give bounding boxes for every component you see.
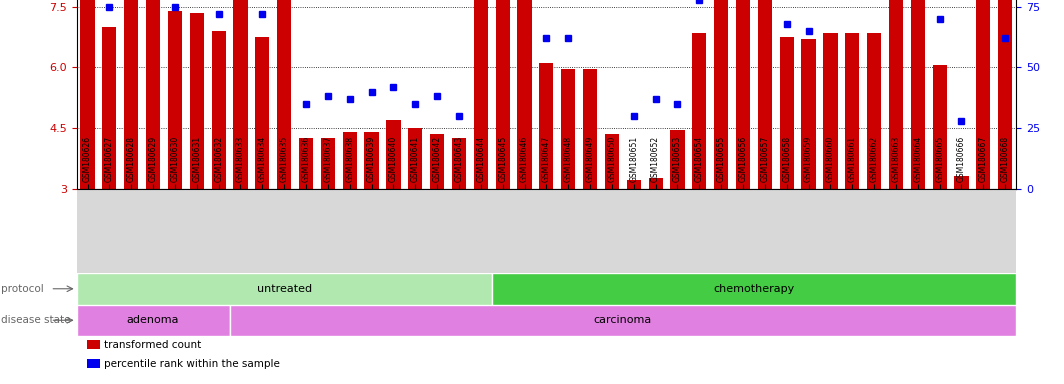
Bar xyxy=(911,0,925,189)
Bar xyxy=(299,138,313,189)
Bar xyxy=(189,13,204,189)
Bar xyxy=(255,37,269,189)
Bar xyxy=(888,0,903,189)
Bar xyxy=(230,305,1016,336)
Bar xyxy=(649,179,663,189)
Bar xyxy=(539,63,553,189)
Bar xyxy=(867,33,881,189)
Bar xyxy=(343,132,356,189)
Bar xyxy=(736,0,750,189)
Bar xyxy=(81,0,95,189)
Text: untreated: untreated xyxy=(256,284,312,294)
Bar xyxy=(233,0,248,189)
Bar xyxy=(517,0,532,189)
Text: carcinoma: carcinoma xyxy=(594,315,652,325)
Bar xyxy=(473,0,488,189)
Bar xyxy=(758,0,772,189)
Bar xyxy=(146,0,161,189)
Bar xyxy=(320,138,335,189)
Bar xyxy=(583,70,597,189)
Bar xyxy=(430,134,444,189)
Bar xyxy=(452,138,466,189)
Bar xyxy=(845,33,860,189)
Bar xyxy=(932,65,947,189)
Text: chemotherapy: chemotherapy xyxy=(713,284,795,294)
Bar xyxy=(365,132,379,189)
Bar xyxy=(714,0,728,189)
Bar xyxy=(386,120,400,189)
Text: adenoma: adenoma xyxy=(127,315,180,325)
Text: protocol: protocol xyxy=(1,284,44,294)
Bar xyxy=(954,176,968,189)
Bar xyxy=(998,0,1012,189)
Bar xyxy=(409,128,422,189)
Bar xyxy=(604,134,619,189)
Bar xyxy=(77,273,492,305)
Bar xyxy=(693,33,706,189)
Bar xyxy=(102,27,116,189)
Bar xyxy=(627,180,641,189)
Bar xyxy=(670,130,684,189)
Bar xyxy=(824,33,837,189)
Bar xyxy=(780,37,794,189)
Bar xyxy=(212,31,226,189)
Bar xyxy=(561,70,576,189)
Bar xyxy=(496,0,510,189)
Bar xyxy=(124,0,138,189)
Bar xyxy=(168,11,182,189)
Text: transformed count: transformed count xyxy=(104,339,201,350)
Bar xyxy=(977,0,991,189)
Bar xyxy=(492,273,1016,305)
Bar xyxy=(77,305,230,336)
Text: percentile rank within the sample: percentile rank within the sample xyxy=(104,359,280,369)
Text: disease state: disease state xyxy=(1,315,70,325)
Bar xyxy=(277,0,292,189)
Bar xyxy=(801,39,816,189)
